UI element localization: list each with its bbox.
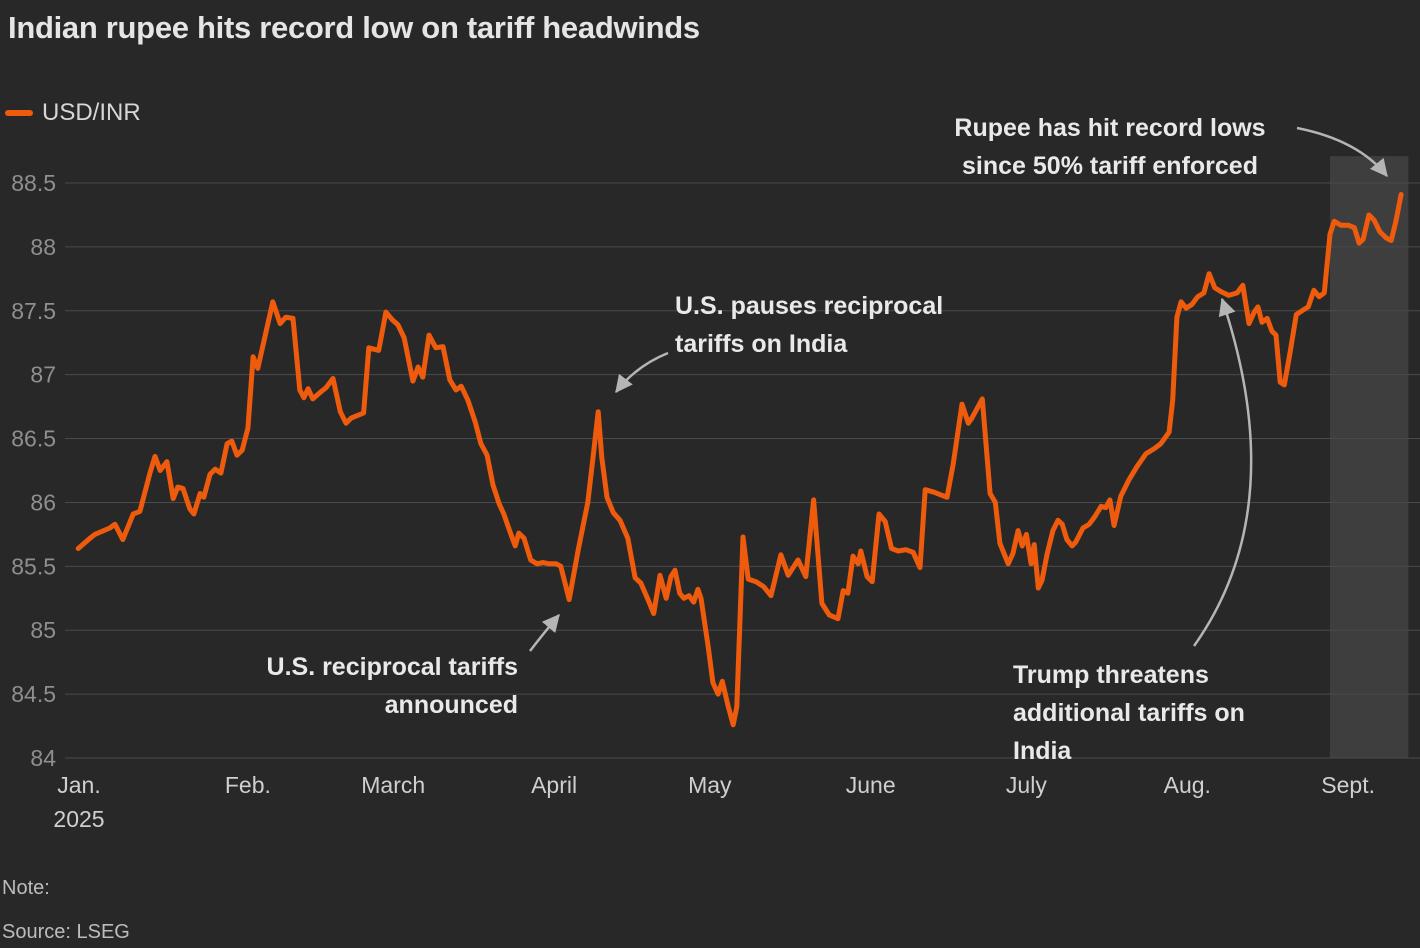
trump-threatens-arrow	[1192, 297, 1253, 647]
page-title: Indian rupee hits record low on tariff h…	[8, 10, 700, 45]
annotation-us-pauses-tariffs: U.S. pauses reciprocal tariffs on India	[675, 287, 943, 363]
annotation-line: U.S. pauses reciprocal	[675, 292, 944, 320]
x-tick-label: Jan.	[57, 772, 100, 798]
x-tick-sublabel: 2025	[53, 806, 104, 832]
usdinr-line	[75, 192, 1404, 728]
annotation-tariffs-announced: U.S. reciprocal tariffs announced	[188, 648, 518, 724]
annotation-line: tariffs on India	[675, 330, 848, 358]
note-label: Note:	[2, 877, 50, 899]
tariffs-announced-arrow	[529, 614, 560, 652]
x-tick-label: March	[361, 772, 425, 798]
x-tick-label: June	[846, 772, 896, 798]
legend: USD/INR	[5, 99, 141, 127]
y-tick-label: 84	[30, 745, 56, 771]
record-low-arrow	[1296, 126, 1388, 177]
annotation-line: since 50% tariff enforced	[962, 152, 1258, 180]
y-tick-label: 85.5	[11, 553, 56, 579]
y-tick-label: 87.5	[11, 298, 56, 324]
y-tick-label: 85	[30, 617, 56, 643]
x-tick-label: Sept.	[1321, 772, 1375, 798]
annotation-arrows	[529, 126, 1388, 652]
legend-swatch-icon	[5, 110, 33, 116]
pause-tariffs-arrow	[615, 351, 669, 393]
annotation-line: Rupee has hit record lows	[954, 114, 1266, 142]
highlight-band	[1330, 156, 1409, 759]
x-tick-label: April	[531, 772, 577, 798]
y-tick-label: 84.5	[11, 681, 56, 707]
y-tick-label: 87	[30, 362, 56, 388]
annotation-line: additional tariffs on	[1013, 699, 1245, 727]
x-tick-label: May	[688, 772, 732, 798]
x-tick-label: July	[1006, 772, 1047, 798]
annotation-line: announced	[384, 691, 518, 719]
annotation-record-lows: Rupee has hit record lows since 50% tari…	[928, 109, 1292, 185]
annotation-line: U.S. reciprocal tariffs	[266, 653, 518, 681]
y-tick-label: 86	[30, 489, 56, 515]
legend-label: USD/INR	[42, 99, 141, 126]
annotation-line: India	[1013, 737, 1072, 765]
annotation-trump-threatens: Trump threatens additional tariffs on In…	[1013, 656, 1245, 770]
y-tick-label: 88.5	[11, 170, 56, 196]
source-label: Source: LSEG	[2, 921, 130, 943]
y-tick-label: 88	[30, 234, 56, 260]
x-tick-label: Feb.	[225, 772, 271, 798]
y-tick-label: 86.5	[11, 426, 56, 452]
annotation-line: Trump threatens	[1013, 661, 1209, 689]
x-tick-label: Aug.	[1164, 772, 1211, 798]
